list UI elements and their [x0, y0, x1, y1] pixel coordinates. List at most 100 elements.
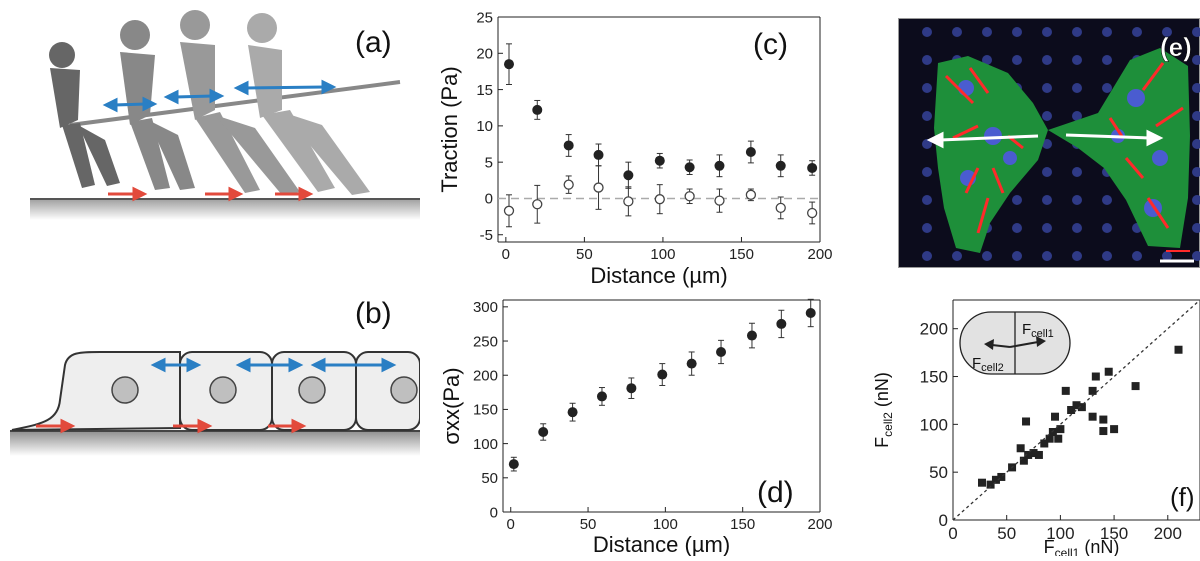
- data-point: [977, 478, 986, 487]
- data-point: [1056, 425, 1065, 434]
- tug-of-war-illustration: (a): [30, 10, 420, 220]
- data-point: [1061, 386, 1070, 395]
- inset-arrowhead-right: [1036, 336, 1046, 347]
- data-point: [563, 140, 574, 151]
- data-point: [1054, 434, 1063, 443]
- inset-arrowhead-left: [984, 339, 994, 350]
- y-tick-label: 5: [485, 154, 493, 171]
- panel-e: (e): [897, 17, 1200, 269]
- data-point: [532, 199, 543, 210]
- data-point: [746, 330, 757, 341]
- data-point: [806, 207, 818, 219]
- y-tick-label: 0: [490, 504, 498, 521]
- y-tick-label: 100: [473, 436, 498, 453]
- data-point: [567, 407, 578, 418]
- data-point: [1067, 406, 1076, 414]
- data-point: [1019, 456, 1028, 465]
- data-point: [1099, 415, 1108, 424]
- y-tick-label: 25: [476, 9, 493, 26]
- inset-arrow-right: [1009, 341, 1039, 348]
- y-axis-label: Traction (Pa): [437, 66, 462, 192]
- data-point: [596, 391, 607, 402]
- data-point: [563, 179, 574, 190]
- inset-cell-pair: Fcell1 Fcell2: [959, 311, 1071, 375]
- data-point: [1091, 372, 1100, 381]
- data-point: [991, 475, 1000, 484]
- inset-label-cell1: Fcell1: [1022, 321, 1054, 340]
- data-point: [807, 162, 818, 173]
- y-tick-label: 100: [920, 415, 948, 434]
- data-point: [684, 191, 695, 202]
- y-tick-label: -5: [480, 227, 493, 244]
- data-point: [1016, 444, 1025, 453]
- data-point: [1131, 382, 1140, 391]
- x-tick-label: 150: [729, 246, 754, 263]
- x-tick-label: 50: [576, 246, 593, 263]
- x-tick-label: 0: [948, 524, 957, 543]
- data-point: [745, 189, 757, 200]
- x-tick-label: 100: [1046, 524, 1074, 543]
- y-tick-label: 200: [473, 367, 498, 384]
- x-tick-label: 0: [502, 246, 510, 263]
- stress-chart: 0 50 100 150 200 0 50 100 150 200 250 300 Distance (…: [439, 298, 833, 557]
- data-point: [1022, 417, 1031, 426]
- panel-label-b: (b): [355, 297, 392, 330]
- data-point: [714, 160, 725, 171]
- x-tick-label: 200: [807, 246, 832, 263]
- y-tick-label: 300: [473, 299, 498, 316]
- x-tick-label: 50: [997, 524, 1016, 543]
- data-point: [623, 170, 634, 181]
- data-point: [654, 155, 665, 166]
- x-tick-label: 0: [507, 516, 515, 533]
- puller-figure: [49, 42, 120, 188]
- inset-arrow-left: [991, 344, 1011, 348]
- y-tick-label: 150: [920, 367, 948, 386]
- panel-label-c: (c): [753, 28, 788, 61]
- floor: [30, 198, 420, 220]
- rope: [69, 80, 401, 127]
- traction-chart: 0 50 100 150 200 -5 0 5 10 15 20 25 Distance (µm) Tra…: [437, 9, 833, 288]
- x-tick-label: 100: [653, 516, 678, 533]
- data-point: [503, 205, 515, 216]
- data-point: [623, 196, 634, 207]
- data-point: [1104, 367, 1113, 376]
- data-point: [1034, 450, 1043, 459]
- panel-a: (a): [0, 0, 420, 290]
- data-point: [503, 59, 514, 70]
- fluorescence-micrograph: (e): [897, 17, 1200, 269]
- x-axis-label: Distance (µm): [593, 532, 730, 556]
- data-point: [508, 459, 519, 470]
- data-point: [532, 104, 543, 115]
- panel-f: 0 50 100 150 200 0 50 100 150 200 Fcell1 (nN) Fcell…: [860, 290, 1200, 560]
- nuclei: [111, 376, 418, 404]
- panel-d: 0 50 100 150 200 0 50 100 150 200 250 300 Distance (…: [425, 290, 840, 557]
- identity-line: [952, 299, 1200, 521]
- puller-figure: [247, 13, 370, 195]
- data-point: [775, 202, 786, 214]
- data-point: [626, 383, 637, 394]
- data-point: [1099, 427, 1108, 436]
- data-point: [1088, 412, 1097, 421]
- blue-force-arrows: [150, 357, 397, 373]
- y-tick-label: 50: [929, 463, 948, 482]
- y-tick-label: 0: [485, 191, 493, 208]
- panel-label-a: (a): [355, 26, 392, 59]
- data-point: [805, 307, 816, 318]
- data-point: [657, 369, 668, 380]
- data-point: [686, 358, 697, 369]
- inset-label-cell2: Fcell2: [972, 355, 1004, 374]
- data-point: [1174, 345, 1183, 354]
- data-point: [986, 480, 995, 489]
- data-point: [1077, 403, 1086, 412]
- x-axis-label: Distance (µm): [590, 263, 727, 288]
- data-point: [538, 426, 549, 437]
- data-point: [593, 149, 604, 160]
- panel-b: (b): [0, 290, 421, 556]
- data-point: [1088, 386, 1097, 395]
- data-point: [776, 318, 787, 329]
- y-axis-label: Fcell2 (nN): [872, 372, 895, 448]
- y-tick-label: 15: [476, 82, 493, 99]
- panel-label-d: (d): [757, 476, 794, 509]
- y-tick-label: 200: [920, 320, 948, 339]
